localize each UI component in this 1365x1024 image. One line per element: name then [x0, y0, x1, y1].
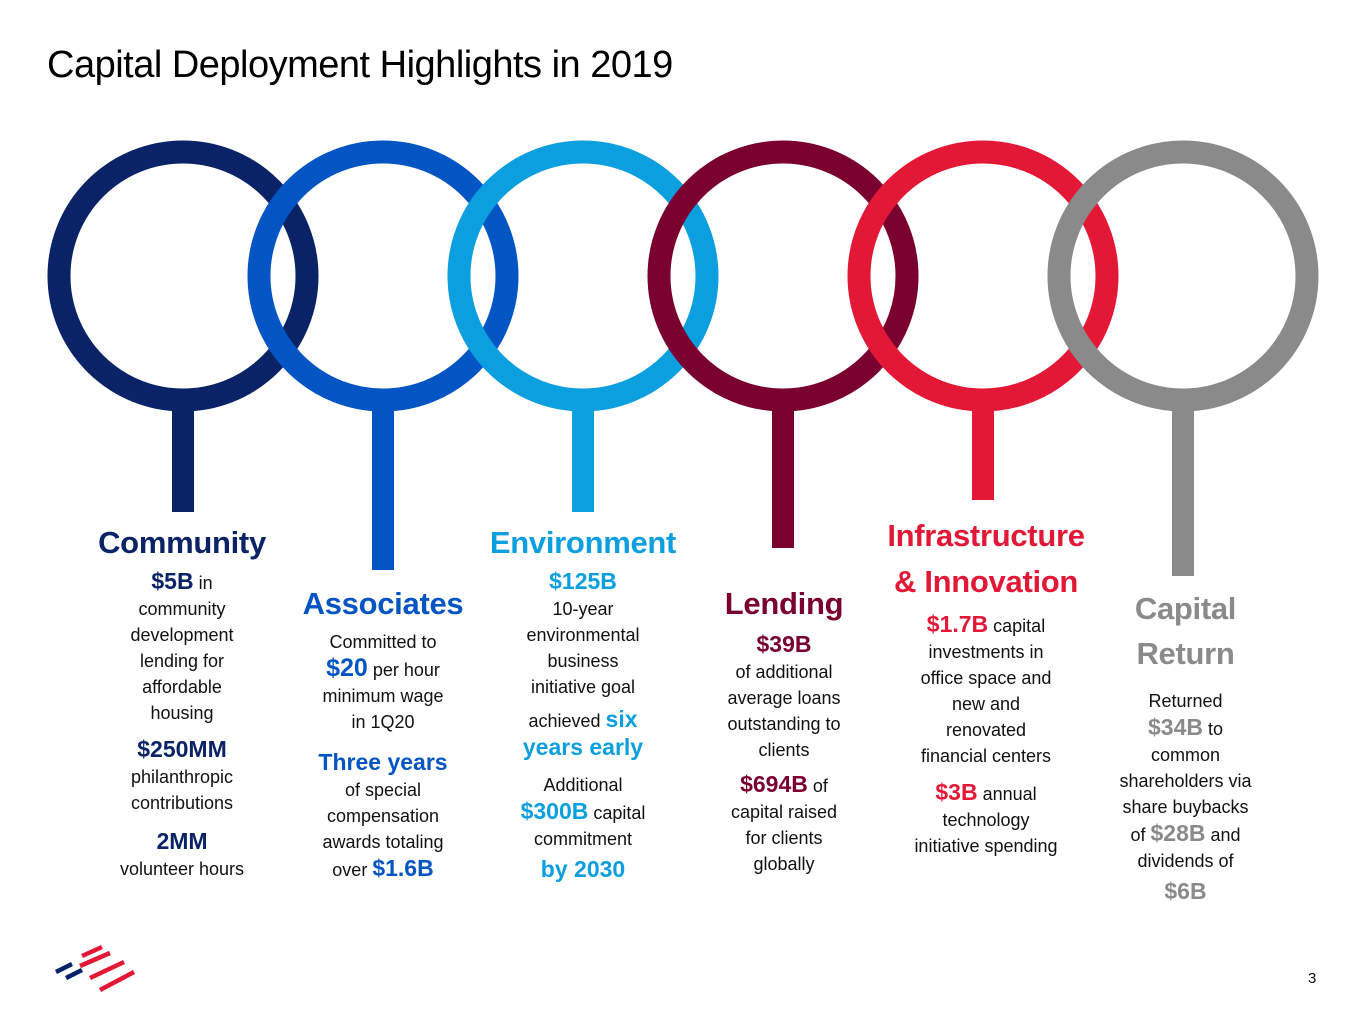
heading-lending: Lending	[724, 586, 844, 621]
column-associates: Associates Committed to $20 per hour min…	[283, 585, 483, 883]
stat-3b: $3B	[935, 779, 978, 805]
stem-capital_return	[1172, 409, 1194, 576]
heading-associates: Associates	[302, 586, 464, 621]
stat-300b: $300B	[520, 798, 589, 824]
stat-694b: $694B	[740, 771, 808, 797]
heading-environment: Environment	[489, 525, 677, 560]
column-infrastructure: Infrastructure & Innovation $1.7B capita…	[872, 513, 1100, 859]
stat-years-early: years early	[522, 734, 644, 760]
column-lending: Lending $39B of additional average loans…	[694, 585, 874, 877]
stem-environment	[572, 409, 594, 512]
heading-capital-return: Capital Return	[1134, 591, 1237, 671]
stem-infrastructure	[972, 409, 994, 500]
ring-lending	[647, 140, 919, 412]
column-community: Community $5B in community development l…	[82, 524, 282, 882]
stat-39b: $39B	[756, 631, 812, 657]
stat-34b: $34B	[1148, 714, 1203, 740]
stat-three-years: Three years	[318, 749, 448, 775]
ring-associates	[247, 140, 519, 412]
bank-flag-logo-icon	[54, 944, 136, 992]
heading-community: Community	[98, 525, 266, 560]
column-capital-return: Capital Return Returned $34B to common s…	[1098, 586, 1273, 906]
heading-infrastructure: Infrastructure & Innovation	[887, 518, 1085, 599]
stem-associates	[372, 409, 394, 570]
stem-lending	[772, 409, 794, 548]
stat-250mm: $250MM	[137, 736, 227, 762]
stat-by-2030: by 2030	[540, 856, 626, 882]
page-title: Capital Deployment Highlights in 2019	[47, 44, 673, 86]
page-number: 3	[1308, 970, 1317, 987]
stat-six: six	[605, 706, 638, 732]
stat-125b: $125B	[549, 568, 617, 594]
stat-6b: $6B	[1164, 878, 1207, 904]
column-environment: Environment $125B 10-year environmental …	[472, 524, 694, 884]
ring-capital_return	[1047, 140, 1319, 412]
stat-2mm: 2MM	[156, 828, 208, 854]
stat-28b: $28B	[1150, 820, 1206, 846]
stat-1-6b: $1.6B	[372, 855, 434, 881]
ring-infrastructure	[847, 140, 1119, 412]
stat-1-7b: $1.7B	[926, 611, 989, 637]
stat-20: $20	[326, 654, 368, 682]
ring-community	[47, 140, 319, 412]
stat-5b: $5B	[151, 568, 194, 594]
ring-environment	[447, 140, 719, 412]
stem-community	[172, 409, 194, 512]
